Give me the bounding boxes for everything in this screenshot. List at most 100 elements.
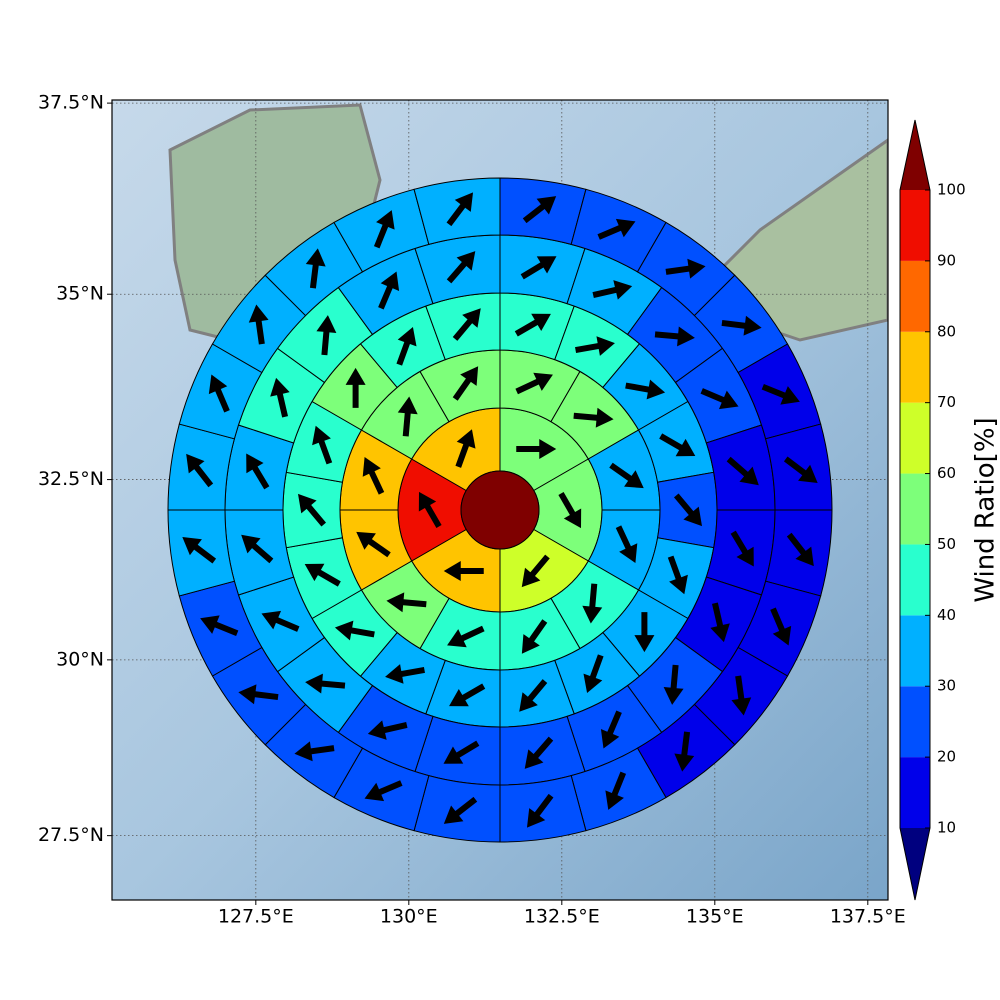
colorbar-bin <box>900 402 930 474</box>
wind-arrow <box>673 493 702 527</box>
wind-arrow <box>356 531 391 558</box>
x-tick-label: 127.5°E <box>218 906 294 928</box>
wind-arrow <box>519 679 548 712</box>
wind-arrow <box>592 280 633 300</box>
wind-arrow <box>443 740 480 764</box>
wind-arrow <box>583 654 604 693</box>
wind-arrow <box>558 492 582 529</box>
wind-arrow <box>261 610 300 632</box>
wind-arrow <box>316 315 337 356</box>
wind-arrow <box>443 561 484 582</box>
wind-arrow <box>522 196 557 224</box>
colorbar-under <box>900 828 930 900</box>
wind-arrow <box>385 664 425 684</box>
colorbar-bin <box>900 331 930 403</box>
wind-arrow <box>520 256 557 280</box>
wind-arrow <box>783 456 818 484</box>
x-tick-label: 132.5°E <box>524 906 600 928</box>
wind-arrow <box>246 453 270 490</box>
colorbar-tick-label: 90 <box>937 251 956 269</box>
wind-arrow <box>761 383 800 405</box>
sector <box>413 775 501 843</box>
wind-arrow <box>378 271 400 310</box>
wind-arrow <box>654 326 695 347</box>
wind-arrow <box>700 388 739 410</box>
wind-arrow <box>452 366 479 401</box>
colorbar-bin <box>900 473 930 545</box>
wind-arrow <box>597 218 636 240</box>
sector <box>765 509 833 597</box>
wind-arrow <box>615 525 638 563</box>
wind-arrow <box>294 741 335 762</box>
wind-arrow <box>455 429 476 468</box>
y-tick-label: 30°N <box>56 648 104 670</box>
wind-arrow <box>312 425 333 465</box>
axes: 127.5°E 130°E 132.5°E 135°E 137.5°E 27.5°N 30°… <box>38 92 906 928</box>
wind-arrow <box>521 619 548 654</box>
wind-arrow <box>443 796 478 824</box>
y-tick-label: 27.5°N <box>38 824 104 846</box>
wind-arrow <box>600 710 622 749</box>
wind-arrow <box>298 493 327 527</box>
wind-arrow <box>305 673 346 694</box>
sector <box>499 177 587 245</box>
wind-arrow <box>418 491 442 528</box>
wind-arrow <box>575 336 615 356</box>
center-disk <box>460 470 540 550</box>
colorbar-bin <box>900 757 930 828</box>
wind-arrow <box>304 563 341 587</box>
wind-arrow <box>731 675 752 716</box>
wind-arrow <box>659 433 696 457</box>
wind-arrow <box>721 315 762 336</box>
y-tick-label: 37.5°N <box>38 92 104 114</box>
wind-arrow <box>397 396 418 437</box>
colorbar-over <box>900 120 930 190</box>
wind-arrow <box>515 372 553 395</box>
wind-arrow <box>238 684 279 705</box>
colorbar-bin <box>900 686 930 758</box>
colorbar-tick-label: 100 <box>937 181 966 199</box>
wind-arrow <box>373 210 395 249</box>
wind-arrow <box>449 683 486 707</box>
wind-arrow <box>516 438 557 459</box>
wind-arrow <box>730 530 754 567</box>
wind-arrow <box>452 308 481 341</box>
wind-arrow <box>241 534 274 564</box>
wind-arrow <box>367 720 408 740</box>
wind-arrow <box>663 664 684 705</box>
y-tick-label: 32.5°N <box>38 468 104 490</box>
wind-arrow <box>526 793 554 828</box>
wind-arrow <box>573 407 614 428</box>
wind-arrow <box>186 453 214 488</box>
wind-arrow <box>364 780 403 802</box>
colorbar: 10 20 30 40 50 60 70 80 90 100 Wind Ratio[%] <box>899 119 1000 901</box>
x-tick-label: 130°E <box>380 906 438 928</box>
sectors <box>167 177 833 843</box>
wind-arrow <box>182 536 217 564</box>
colorbar-bin <box>900 544 930 616</box>
wind-arrow <box>667 555 688 595</box>
wind-arrow <box>582 583 603 624</box>
wind-arrow <box>786 532 814 567</box>
wind-arrow <box>770 607 792 646</box>
colorbar-tick-label: 70 <box>937 393 956 411</box>
wind-arrow <box>362 457 385 495</box>
y-tick-label: 35°N <box>56 283 104 305</box>
colorbar-tick-label: 80 <box>937 322 956 340</box>
wind-arrow <box>634 612 655 653</box>
wind-arrow <box>625 379 666 400</box>
wind-arrow <box>446 192 474 227</box>
colorbar-label: Wind Ratio[%] <box>971 417 1000 602</box>
wind-arrow <box>386 592 427 613</box>
colorbar-bin <box>900 190 930 261</box>
x-tick-label: 135°E <box>686 906 744 928</box>
wind-arrow <box>200 615 239 637</box>
colorbar-tick-label: 10 <box>937 819 956 837</box>
wind-arrow <box>447 625 485 648</box>
wind-arrow <box>726 456 759 486</box>
wind-arrow <box>514 313 551 337</box>
wind-arrow <box>665 258 706 279</box>
sector <box>167 423 235 511</box>
wind-arrow <box>396 327 417 366</box>
